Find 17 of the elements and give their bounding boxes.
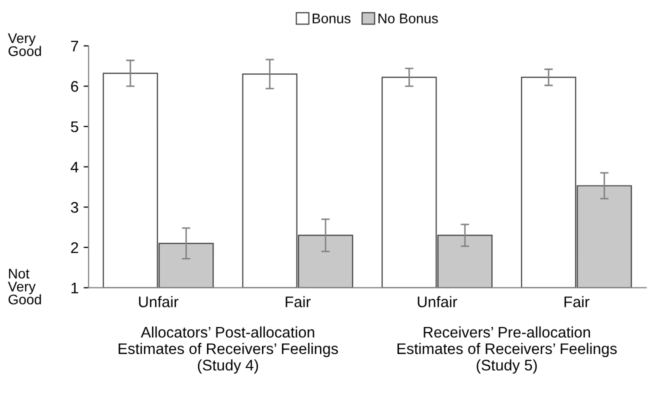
y-tick-label: 3 <box>70 202 78 213</box>
y-tick-label: 2 <box>71 242 78 253</box>
x-tick-label: Unfair <box>418 296 458 308</box>
legend-label: Bonus <box>312 14 350 24</box>
y-tick-label: 6 <box>71 81 78 92</box>
legend-label: No Bonus <box>378 14 438 24</box>
y-tick-label: 7 <box>71 40 78 52</box>
y-tick-label: 1 <box>72 282 78 294</box>
text: Not Very Good <box>8 268 41 304</box>
text: Allocators’ Post-allocation Estimates of Receivers’ Feelings (Study 4) <box>118 326 338 374</box>
y-tick-label: 5 <box>70 122 78 132</box>
x-tick-label: Fair <box>286 296 311 308</box>
x-tick-label: Unfair <box>139 296 178 308</box>
x-tick-label: Fair <box>564 296 590 308</box>
text: Very Good <box>8 33 41 56</box>
y-tick-label: 4 <box>70 162 78 172</box>
text: Receivers’ Pre-allocation Estimates of Receivers’ Feelings (Study 5) <box>398 326 617 374</box>
